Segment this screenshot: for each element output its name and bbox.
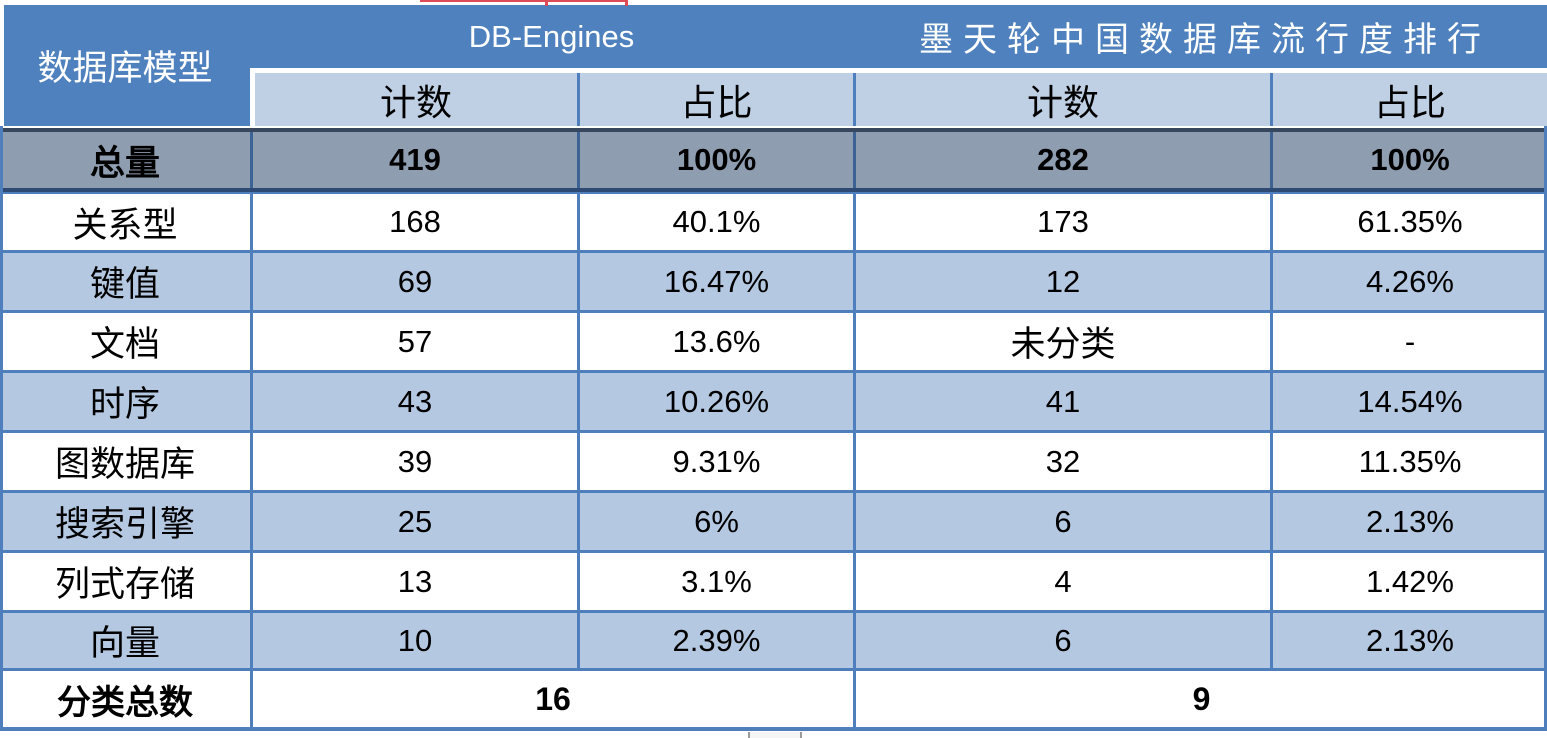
cell-value: 41 [853,373,1270,430]
table-row-vector: 向量 10 2.39% 6 2.13% [0,613,1547,668]
cell-value: 1.42% [1270,553,1547,610]
row-separator [0,250,1547,253]
table-row-time-series: 时序 43 10.26% 41 14.54% [0,373,1547,430]
table-row-graph: 图数据库 39 9.31% 32 11.35% [0,433,1547,490]
cell-value: 25 [250,493,577,550]
header-cell-db-engines: DB-Engines [250,5,853,68]
row-label: 关系型 [72,205,178,245]
cell-value: 100% [1270,132,1547,188]
row-separator [0,668,1547,671]
cell-value: 2.13% [1270,493,1547,550]
cell-value: 6 [853,493,1270,550]
row-label: 时序 [89,385,160,424]
header-left-margin [0,0,4,126]
top-margin [0,0,1547,5]
row-label: 文档 [89,325,160,364]
cell-value: 3.1% [577,553,853,610]
separator-dark-bottom [0,188,1547,194]
cell-motianlun-category-total: 9 [853,671,1547,727]
row-separator [0,310,1547,313]
cropped-red-annotation-tick [625,0,628,6]
cell-value: - [1270,313,1547,370]
header-cell-motianlun: 墨天轮中国数据库流行度排行 [853,5,1547,68]
cell-value: 69 [250,253,577,310]
cell-value: 100% [577,132,853,188]
subheader-mtl-count: 计数 [853,73,1270,126]
cell-value: 6 [853,613,1270,668]
table-row-search-engine: 搜索引擎 25 6% 6 2.13% [0,493,1547,550]
cell-value: 2.39% [577,613,853,668]
row-label: 向量 [89,624,160,663]
cell-value: 13 [250,553,577,610]
table-right-border [1544,126,1547,731]
cell-value: 419 [250,132,577,188]
table-left-border [0,126,3,731]
row-label: 键值 [89,265,160,304]
header-gap [250,68,1547,73]
header-sub-row: 计数 占比 计数 占比 [250,73,1547,126]
cell-value: 57 [250,313,577,370]
header-right-block: DB-Engines 墨天轮中国数据库流行度排行 计数 占比 计数 占比 [250,5,1547,126]
cell-value: 10 [250,613,577,668]
cell-value: 32 [853,433,1270,490]
cell-value: 4 [853,553,1270,610]
subheader-mtl-share: 占比 [1270,73,1547,126]
cell-value: 9.31% [577,433,853,490]
cell-db-engines-category-total: 16 [250,671,853,727]
row-label: 列式存储 [54,565,195,604]
separator-dark-top [0,126,1547,132]
cell-value: 43 [250,373,577,430]
table-bottom-border [0,727,1547,731]
cell-value: 16.47% [577,253,853,310]
row-label: 分类总数 [57,684,193,722]
cell-value: 2.13% [1270,613,1547,668]
table-row-category-totals: 分类总数 16 9 [0,671,1547,727]
cell-value: 173 [853,194,1270,250]
cropped-cell-fragment [748,732,802,738]
header-cell-database-model: 数据库模型 [0,5,250,126]
cell-value: 39 [250,433,577,490]
subheader-db-share: 占比 [577,73,853,126]
cell-value: 282 [853,132,1270,188]
cell-value: 13.6% [577,313,853,370]
row-label: 图数据库 [54,445,195,484]
table-header: 数据库模型 DB-Engines 墨天轮中国数据库流行度排行 计数 占比 计数 … [0,5,1547,126]
table-row-key-value: 键值 69 16.47% 12 4.26% [0,253,1547,310]
cell-value: 未分类 [853,313,1270,370]
header-group-row: DB-Engines 墨天轮中国数据库流行度排行 [250,5,1547,68]
row-separator [0,550,1547,553]
cropped-red-annotation-line [420,0,628,2]
row-separator [0,490,1547,493]
cell-value: 4.26% [1270,253,1547,310]
cell-value: 168 [250,194,577,250]
cell-value: 12 [853,253,1270,310]
row-separator [0,370,1547,373]
table-row-columnar: 列式存储 13 3.1% 4 1.42% [0,553,1547,610]
row-label: 总量 [89,143,160,183]
row-label: 搜索引擎 [54,505,195,544]
database-model-comparison-table: 数据库模型 DB-Engines 墨天轮中国数据库流行度排行 计数 占比 计数 … [0,5,1547,731]
table-row-document: 文档 57 13.6% 未分类 - [0,313,1547,370]
cell-value: 61.35% [1270,194,1547,250]
row-separator [0,430,1547,433]
table-row-relational: 关系型 168 40.1% 173 61.35% [0,194,1547,250]
cell-value: 40.1% [577,194,853,250]
cell-value: 6% [577,493,853,550]
cell-value: 10.26% [577,373,853,430]
cell-value: 14.54% [1270,373,1547,430]
subheader-db-count: 计数 [250,73,577,126]
cropped-red-annotation-tick [545,0,548,6]
table-row-total: 总量 419 100% 282 100% [0,132,1547,188]
cell-value: 11.35% [1270,433,1547,490]
row-separator [0,610,1547,613]
